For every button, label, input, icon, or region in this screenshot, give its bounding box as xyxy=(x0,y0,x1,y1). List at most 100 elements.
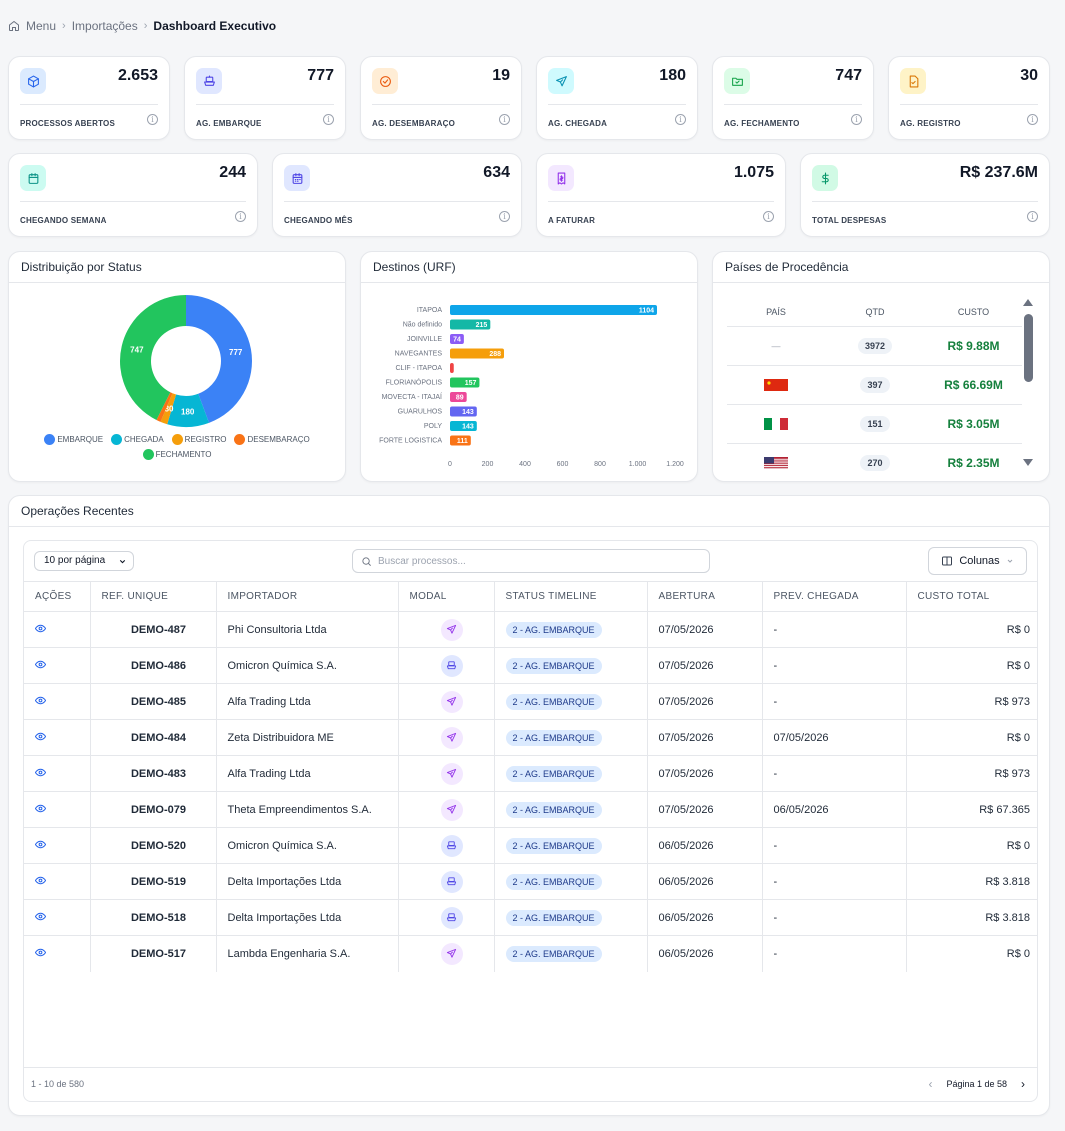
col-header-eta[interactable]: PREV. CHEGADA xyxy=(761,581,906,612)
table-row[interactable]: DEMO-518 Delta Importações Ltda 2 - AG. EM… xyxy=(24,899,1037,936)
view-icon[interactable] xyxy=(34,732,47,745)
kpi-card[interactable]: 180 AG. CHEGADA i xyxy=(536,56,698,140)
country-row[interactable]: 397 R$ 66.69M xyxy=(727,366,1022,405)
donut-slice[interactable] xyxy=(120,295,186,421)
eta-cell: 06/05/2026 xyxy=(761,791,906,828)
info-icon[interactable]: i xyxy=(1027,211,1038,222)
ref-link[interactable]: DEMO-486 xyxy=(89,647,216,684)
table-row[interactable]: DEMO-486 Omicron Química S.A. 2 - AG. EMBA… xyxy=(24,647,1037,684)
table-row[interactable]: DEMO-517 Lambda Engenharia S.A. 2 - AG. EM… xyxy=(24,935,1037,972)
bar[interactable] xyxy=(450,305,657,315)
legend-item[interactable]: CHEGADA xyxy=(111,434,164,445)
kpi-card[interactable]: 30 AG. REGISTRO i xyxy=(888,56,1050,140)
kpi-card[interactable]: 1.075 A FATURAR i xyxy=(536,153,786,237)
view-icon[interactable] xyxy=(34,804,47,817)
table-row[interactable]: DEMO-487 Phi Consultoria Ltda 2 - AG. EMBA… xyxy=(24,611,1037,648)
bar[interactable] xyxy=(450,377,480,388)
view-icon[interactable] xyxy=(34,948,47,961)
donut-slice[interactable] xyxy=(167,393,210,427)
ref-link[interactable]: DEMO-519 xyxy=(89,863,216,900)
info-icon[interactable]: i xyxy=(147,114,158,125)
next-page-icon[interactable]: › xyxy=(1021,1077,1025,1091)
scroll-up-arrow-icon[interactable] xyxy=(1023,299,1033,306)
col-header-cost[interactable]: CUSTO TOTAL xyxy=(905,581,1037,612)
info-icon[interactable]: i xyxy=(675,114,686,125)
donut-slice[interactable] xyxy=(186,295,253,423)
kpi-card[interactable]: 747 AG. FECHAMENTO i xyxy=(712,56,874,140)
kpi-card[interactable]: 2.653 PROCESSOS ABERTOS i xyxy=(8,56,170,140)
col-header-modal[interactable]: MODAL xyxy=(397,581,494,612)
kpi-card[interactable]: 777 AG. EMBARQUE i xyxy=(184,56,346,140)
info-icon[interactable]: i xyxy=(1027,114,1038,125)
col-header-opened[interactable]: ABERTURA xyxy=(646,581,762,612)
ref-link[interactable]: DEMO-079 xyxy=(89,791,216,828)
info-icon[interactable]: i xyxy=(499,211,510,222)
prev-page-icon[interactable]: ‹ xyxy=(928,1077,933,1091)
country-row[interactable]: 151 R$ 3.05M xyxy=(727,405,1022,444)
breadcrumb-menu[interactable]: Menu xyxy=(26,19,57,33)
legend-item[interactable]: DESEMBARAÇO xyxy=(234,434,310,445)
bar[interactable] xyxy=(450,421,477,431)
view-icon[interactable] xyxy=(34,876,47,889)
scroll-down-arrow-icon[interactable] xyxy=(1023,459,1033,466)
kpi-card[interactable]: R$ 237.6M TOTAL DESPESAS i xyxy=(800,153,1050,237)
ref-link[interactable]: DEMO-517 xyxy=(89,935,216,972)
divider xyxy=(548,104,686,105)
ref-link[interactable]: DEMO-485 xyxy=(89,683,216,720)
view-icon[interactable] xyxy=(34,660,47,673)
info-icon[interactable]: i xyxy=(499,114,510,125)
kpi-card[interactable]: 634 CHEGANDO MÊS i xyxy=(272,153,522,237)
country-row[interactable]: 270 R$ 2.35M xyxy=(727,444,1022,481)
table-row[interactable]: DEMO-519 Delta Importações Ltda 2 - AG. EM… xyxy=(24,863,1037,900)
columns-button[interactable]: Colunas xyxy=(928,547,1027,575)
table-row[interactable]: DEMO-484 Zeta Distribuidora ME 2 - AG. EMB… xyxy=(24,719,1037,756)
info-icon[interactable]: i xyxy=(763,211,774,222)
view-icon[interactable] xyxy=(34,768,47,781)
table-row[interactable]: DEMO-520 Omicron Química S.A. 2 - AG. EMBA… xyxy=(24,827,1037,864)
col-header-importer[interactable]: IMPORTADOR xyxy=(215,581,398,612)
donut-slice[interactable] xyxy=(156,392,173,422)
ref-link[interactable]: DEMO-484 xyxy=(89,719,216,756)
kpi-card[interactable]: 244 CHEGANDO SEMANA i xyxy=(8,153,258,237)
view-icon[interactable] xyxy=(34,912,47,925)
table-row[interactable]: DEMO-485 Alfa Trading Ltda 2 - AG. EMBARQU… xyxy=(24,683,1037,720)
col-header-status[interactable]: STATUS TIMELINE xyxy=(493,581,647,612)
bar[interactable] xyxy=(450,348,504,359)
scrollbar-thumb[interactable] xyxy=(1024,314,1033,382)
info-icon[interactable]: i xyxy=(851,114,862,125)
legend-item[interactable]: FECHAMENTO xyxy=(142,449,211,460)
kpi-value: 1.075 xyxy=(733,164,774,181)
status-cell: 2 - AG. EMBARQUE xyxy=(493,683,647,720)
col-header-actions[interactable]: AÇÕES xyxy=(24,581,90,612)
eta-cell: - xyxy=(761,683,906,720)
breadcrumb-imports[interactable]: Importações xyxy=(71,19,138,33)
legend-item[interactable]: REGISTRO xyxy=(171,434,226,445)
ref-link[interactable]: DEMO-518 xyxy=(89,899,216,936)
page-size-select[interactable]: 10 por página xyxy=(34,551,134,571)
legend-swatch xyxy=(171,434,183,445)
info-icon[interactable]: i xyxy=(235,211,246,222)
ref-link[interactable]: DEMO-487 xyxy=(89,611,216,648)
country-row[interactable]: — 3972 R$ 9.88M xyxy=(727,327,1022,366)
legend-item[interactable]: EMBARQUE xyxy=(44,434,103,445)
search-input[interactable]: Buscar processos... xyxy=(352,549,710,573)
view-icon[interactable] xyxy=(34,840,47,853)
ref-link[interactable]: DEMO-483 xyxy=(89,755,216,792)
bar[interactable] xyxy=(450,319,491,330)
donut-slice[interactable] xyxy=(160,393,177,425)
col-header-ref[interactable]: REF. UNIQUE xyxy=(89,581,216,612)
ref-link[interactable]: DEMO-520 xyxy=(89,827,216,864)
eta-cell: - xyxy=(761,647,906,684)
bar[interactable] xyxy=(450,435,471,446)
opened-date-cell: 07/05/2026 xyxy=(646,755,762,792)
kpi-card[interactable]: 19 AG. DESEMBARAÇO i xyxy=(360,56,522,140)
info-icon[interactable]: i xyxy=(323,114,334,125)
bar[interactable] xyxy=(450,334,464,344)
table-row[interactable]: DEMO-483 Alfa Trading Ltda 2 - AG. EMBARQU… xyxy=(24,755,1037,792)
bar[interactable] xyxy=(450,363,454,373)
bar[interactable] xyxy=(450,392,467,402)
table-row[interactable]: DEMO-079 Theta Empreendimentos S.A. 2 - AG… xyxy=(24,791,1037,828)
bar[interactable] xyxy=(450,406,477,417)
view-icon[interactable] xyxy=(34,696,47,709)
view-icon[interactable] xyxy=(34,624,47,637)
